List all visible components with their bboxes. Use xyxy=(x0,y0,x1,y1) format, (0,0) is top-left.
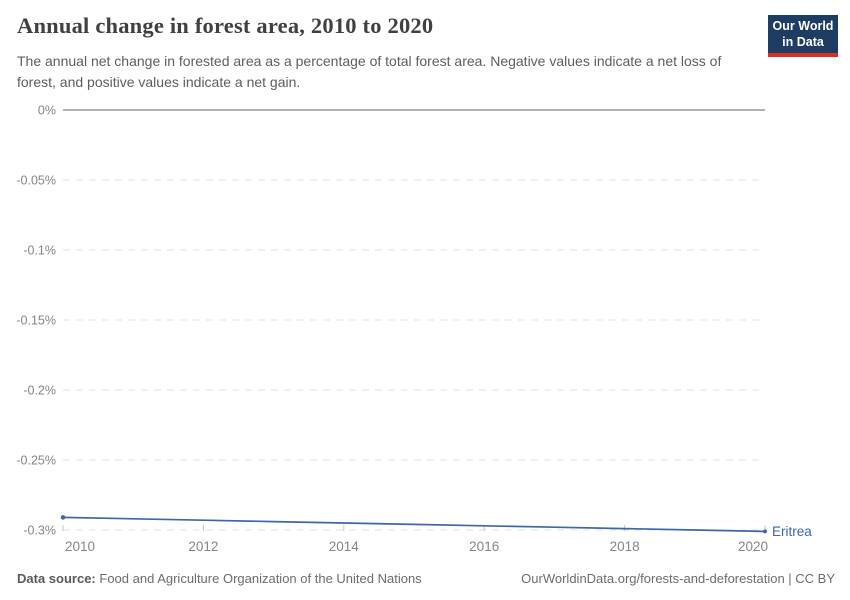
footer-link[interactable]: OurWorldinData.org/forests-and-deforesta… xyxy=(521,571,835,586)
owid-logo: Our World in Data xyxy=(768,15,838,57)
y-tick-label: -0.05% xyxy=(16,174,56,188)
x-tick-label: 2010 xyxy=(65,539,95,554)
data-source: Data source: Food and Agriculture Organi… xyxy=(17,571,422,587)
series-end-point-eritrea xyxy=(763,529,767,534)
y-tick-label: -0.1% xyxy=(23,244,56,258)
x-tick-label: 2014 xyxy=(329,539,360,554)
owid-logo-line2: in Data xyxy=(782,34,824,49)
x-tick-label: 2020 xyxy=(738,539,768,554)
chart-subtitle: The annual net change in forested area a… xyxy=(17,53,722,90)
y-tick-label: -0.2% xyxy=(23,384,56,398)
y-tick-label: -0.15% xyxy=(16,314,56,328)
x-tick-label: 2012 xyxy=(188,539,218,554)
data-source-label: Data source: xyxy=(17,571,96,586)
y-tick-label: 0% xyxy=(38,104,56,118)
y-tick-label: -0.25% xyxy=(16,454,56,468)
series-label-eritrea[interactable]: Eritrea xyxy=(772,524,812,539)
owid-logo-line1: Our World xyxy=(772,19,834,33)
series-line-eritrea[interactable] xyxy=(62,516,766,533)
chart-footer: Data source: Food and Agriculture Organi… xyxy=(17,571,835,587)
x-tick-label: 2018 xyxy=(610,539,640,554)
page-title: Annual change in forest area, 2010 to 20… xyxy=(17,13,434,38)
y-tick-label: -0.3% xyxy=(23,524,56,538)
x-tick-label: 2016 xyxy=(469,539,499,554)
data-source-text: Food and Agriculture Organization of the… xyxy=(99,571,422,586)
series-start-point-eritrea xyxy=(60,515,66,520)
